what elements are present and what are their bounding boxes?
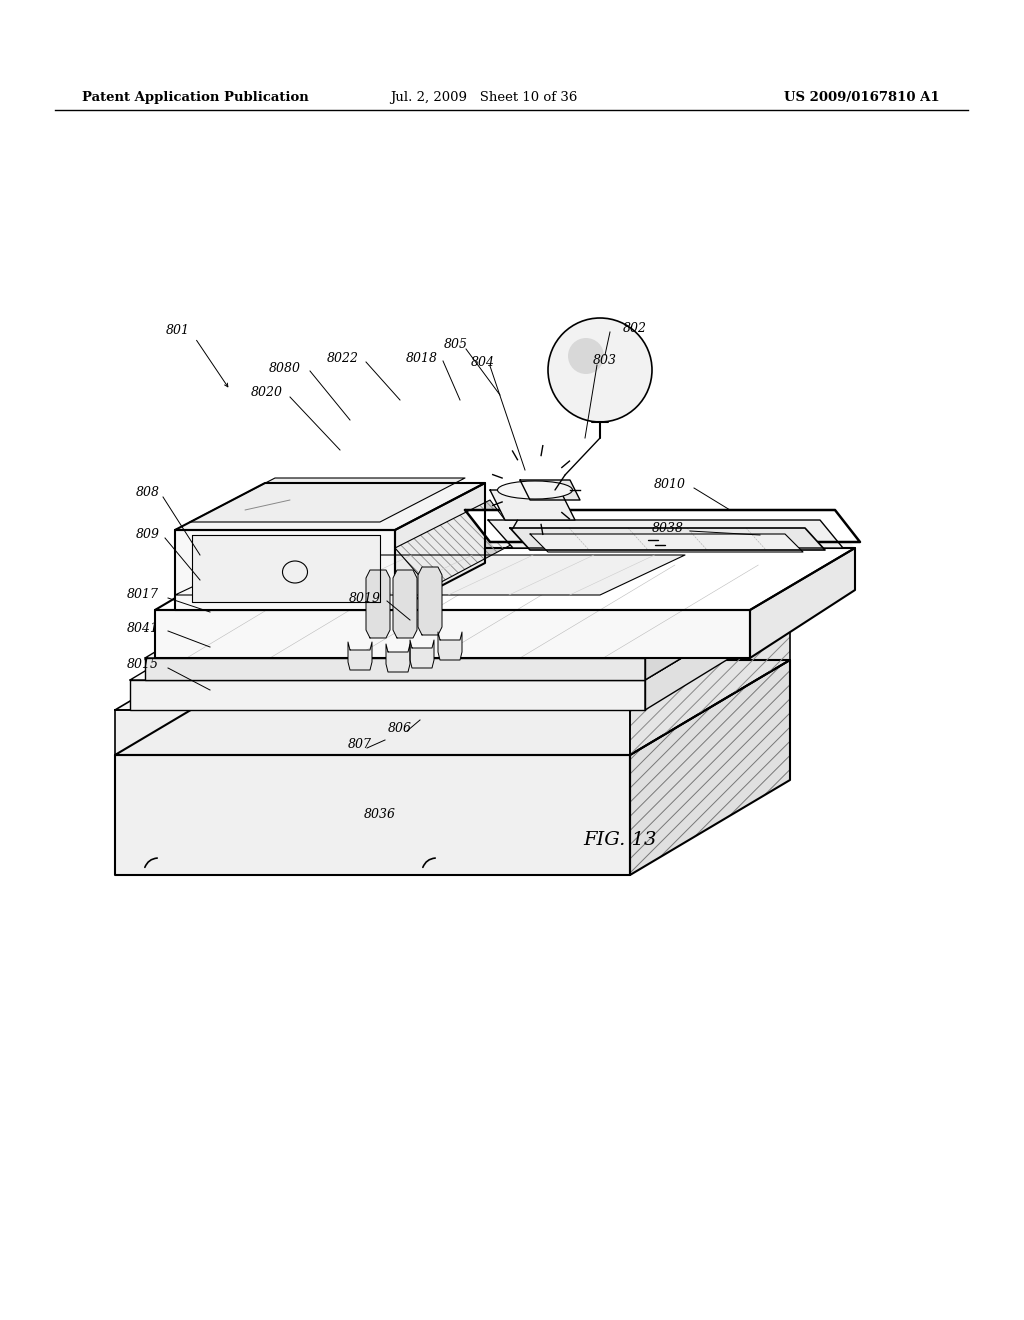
- Polygon shape: [386, 644, 410, 672]
- Text: 8020: 8020: [251, 387, 283, 400]
- Text: 8036: 8036: [364, 808, 396, 821]
- Polygon shape: [395, 500, 520, 587]
- Polygon shape: [488, 520, 843, 548]
- Polygon shape: [395, 483, 485, 610]
- Text: 8038: 8038: [652, 521, 684, 535]
- Circle shape: [568, 338, 604, 374]
- Polygon shape: [348, 642, 372, 671]
- Polygon shape: [438, 632, 462, 660]
- Text: FIG. 13: FIG. 13: [584, 832, 656, 849]
- Polygon shape: [130, 587, 800, 680]
- Text: 8019: 8019: [349, 591, 381, 605]
- Polygon shape: [490, 490, 575, 520]
- Polygon shape: [750, 548, 855, 657]
- Text: 808: 808: [136, 487, 160, 499]
- Text: 807: 807: [348, 738, 372, 751]
- Text: 801: 801: [166, 323, 190, 337]
- Polygon shape: [155, 548, 855, 610]
- Polygon shape: [175, 554, 685, 595]
- Polygon shape: [175, 483, 485, 531]
- Polygon shape: [115, 660, 790, 755]
- Text: 803: 803: [593, 354, 617, 367]
- Polygon shape: [645, 587, 800, 710]
- Polygon shape: [190, 478, 465, 521]
- Polygon shape: [366, 570, 390, 638]
- Polygon shape: [465, 510, 860, 543]
- Text: 8080: 8080: [269, 362, 301, 375]
- Text: 8018: 8018: [406, 351, 438, 364]
- Text: Jul. 2, 2009   Sheet 10 of 36: Jul. 2, 2009 Sheet 10 of 36: [390, 91, 578, 104]
- Polygon shape: [115, 710, 630, 755]
- Text: 809: 809: [136, 528, 160, 541]
- Ellipse shape: [498, 480, 572, 499]
- Polygon shape: [630, 660, 790, 875]
- Circle shape: [548, 318, 652, 422]
- Polygon shape: [193, 535, 380, 602]
- Text: US 2009/0167810 A1: US 2009/0167810 A1: [784, 91, 940, 104]
- Polygon shape: [520, 480, 580, 500]
- Polygon shape: [393, 570, 417, 638]
- Polygon shape: [510, 528, 825, 550]
- Polygon shape: [410, 640, 434, 668]
- Polygon shape: [155, 610, 750, 657]
- Text: 8017: 8017: [127, 589, 159, 602]
- Text: 8015: 8015: [127, 659, 159, 672]
- Text: 8010: 8010: [654, 479, 686, 491]
- Text: 8041: 8041: [127, 622, 159, 635]
- Text: 804: 804: [471, 355, 495, 368]
- Text: 805: 805: [444, 338, 468, 351]
- Polygon shape: [418, 568, 442, 635]
- Text: Patent Application Publication: Patent Application Publication: [82, 91, 309, 104]
- Polygon shape: [175, 531, 395, 610]
- Polygon shape: [530, 535, 803, 552]
- Polygon shape: [470, 520, 855, 548]
- Polygon shape: [115, 755, 630, 875]
- Polygon shape: [145, 565, 800, 657]
- Polygon shape: [630, 615, 790, 755]
- Text: 8022: 8022: [327, 351, 359, 364]
- Polygon shape: [145, 657, 645, 680]
- Polygon shape: [645, 565, 800, 680]
- Polygon shape: [115, 615, 790, 710]
- Polygon shape: [130, 680, 645, 710]
- Text: 806: 806: [388, 722, 412, 734]
- Text: 802: 802: [623, 322, 647, 334]
